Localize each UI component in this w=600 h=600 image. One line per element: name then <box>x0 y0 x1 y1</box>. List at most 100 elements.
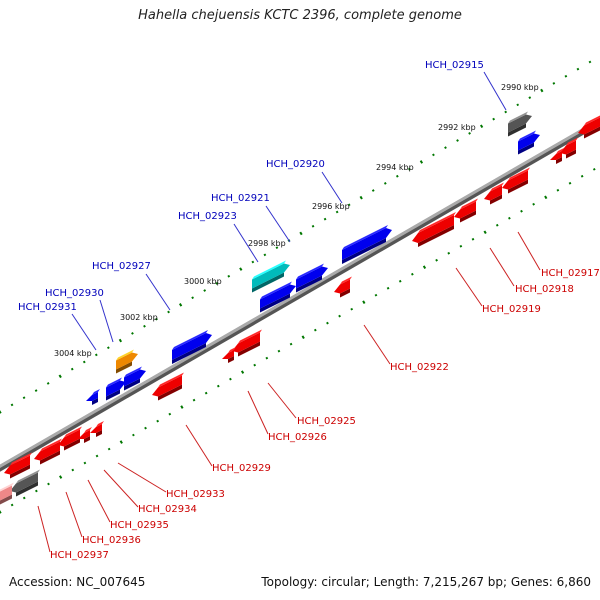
lower-tick-track <box>0 167 596 514</box>
leader-line <box>71 313 97 351</box>
lower-tick <box>265 356 269 360</box>
upper-tick <box>552 82 556 85</box>
gene-02934 <box>34 438 62 465</box>
upper-tick <box>131 332 134 335</box>
kbp-label: 2996 kbp <box>312 202 350 211</box>
upper-tick <box>70 367 74 371</box>
lower-tick <box>35 489 38 493</box>
genome-summary-text: Topology: circular; Length: 7,215,267 bp… <box>261 575 591 589</box>
leader-line <box>233 223 259 263</box>
lower-tick <box>520 209 523 213</box>
lower-tick <box>301 335 305 339</box>
kbp-label: 2998 kbp <box>248 239 286 248</box>
lower-tick <box>508 216 511 220</box>
lower-tick <box>180 405 184 409</box>
gene-02924 <box>260 281 296 313</box>
gene-02936 <box>90 421 104 437</box>
lower-tick <box>0 510 2 514</box>
kbp-label: 3000 kbp <box>184 277 222 286</box>
gene-pseudo-02938 <box>10 469 40 497</box>
leader-line <box>489 247 515 287</box>
kbp-label: 2992 kbp <box>438 123 476 132</box>
gene-02932 <box>86 389 100 405</box>
kbp-label: 3004 kbp <box>54 349 92 358</box>
lower-tick <box>313 328 317 332</box>
gene-02933 <box>58 426 82 451</box>
upper-tick <box>359 195 363 200</box>
upper-tick <box>335 210 339 214</box>
lower-tick <box>83 461 87 465</box>
upper-tick <box>178 303 183 307</box>
backbone-line <box>0 118 600 468</box>
lower-tick <box>204 391 208 395</box>
gene-02927 <box>172 330 212 364</box>
gene-label-reverse: HCH_02935 <box>110 520 169 531</box>
leader-line <box>87 479 111 523</box>
genome-title: Hahella chejuensis KCTC 2396, complete g… <box>138 8 462 23</box>
gene-02931b <box>106 377 126 401</box>
upper-tick <box>239 267 243 271</box>
gene-labels: HCH_02915 HCH_02920 HCH_02921 HCH_02923 HCH_… <box>18 60 600 561</box>
upper-tick <box>167 310 170 314</box>
gene-label-forward: HCH_02915 <box>425 60 484 71</box>
gene-02920 <box>342 225 392 264</box>
upper-tick <box>588 60 592 64</box>
upper-tick <box>143 324 146 328</box>
gene-r-3 <box>550 148 564 164</box>
upper-tick <box>564 74 568 78</box>
lower-tick <box>229 377 232 381</box>
upper-tick <box>46 382 50 385</box>
upper-tick <box>215 282 219 285</box>
leader-line <box>517 231 541 271</box>
lower-tick <box>338 314 341 318</box>
lower-tick <box>592 167 596 171</box>
gene-label-reverse: HCH_02925 <box>297 416 356 427</box>
lower-tick <box>447 251 451 255</box>
gene-02931a <box>124 366 146 391</box>
lower-tick <box>47 482 50 486</box>
label-leader-lines <box>37 71 541 553</box>
backbone-shadow <box>0 118 600 472</box>
upper-tick <box>299 231 303 236</box>
upper-tick <box>227 274 231 278</box>
upper-tick <box>118 338 123 343</box>
gene-label-reverse: HCH_02926 <box>268 432 327 443</box>
lower-tick <box>156 419 160 423</box>
upper-tick-track <box>0 60 592 414</box>
upper-tick <box>444 146 447 150</box>
lower-tick <box>398 279 402 283</box>
lower-tick <box>240 370 245 374</box>
upper-tick <box>504 110 508 114</box>
gene-label-reverse: HCH_02922 <box>390 362 449 373</box>
lower-tick <box>107 447 111 451</box>
lower-tick <box>326 321 329 325</box>
leader-line <box>265 205 291 243</box>
upper-tick <box>432 153 435 157</box>
upper-tick <box>0 410 2 414</box>
upper-tick <box>395 174 399 178</box>
kbp-label: 2994 kbp <box>376 163 414 172</box>
gene-label-forward: HCH_02930 <box>45 288 104 299</box>
gene-pseudo-02915 <box>508 111 532 137</box>
gene-label-reverse: HCH_02937 <box>50 550 109 561</box>
leader-line <box>483 71 507 111</box>
lower-tick <box>471 237 475 241</box>
upper-tick <box>516 103 520 107</box>
leader-line <box>103 469 139 508</box>
lower-tick <box>95 454 99 458</box>
upper-tick <box>155 317 158 321</box>
lower-tick <box>119 440 123 444</box>
leader-line <box>185 424 213 467</box>
upper-tick <box>94 353 98 357</box>
lower-tick <box>350 307 354 311</box>
lower-tick <box>580 174 584 178</box>
leader-line <box>65 491 83 538</box>
gene-02918 <box>454 198 478 223</box>
leader-line <box>99 299 114 343</box>
upper-tick <box>82 360 86 364</box>
kbp-label: 2990 kbp <box>501 83 539 92</box>
leader-line <box>321 171 343 204</box>
lower-tick <box>253 363 257 367</box>
leader-line <box>267 382 297 419</box>
